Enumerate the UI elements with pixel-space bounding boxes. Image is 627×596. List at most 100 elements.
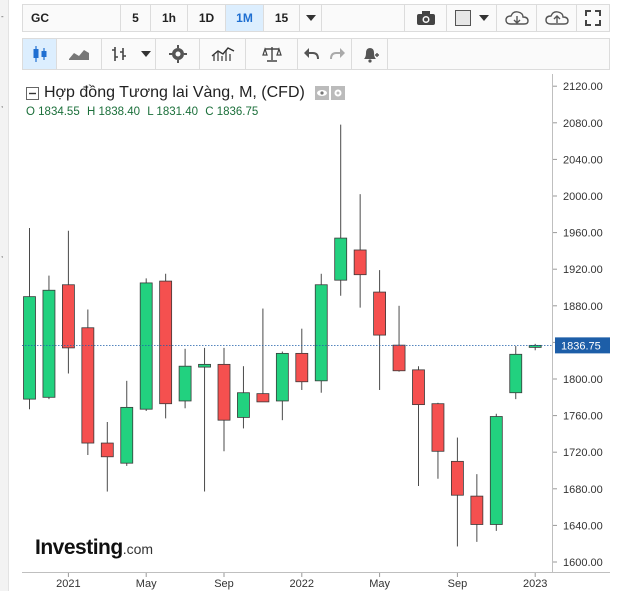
strip-mark: - — [1, 12, 4, 21]
low-label: L — [147, 106, 154, 118]
candle[interactable] — [256, 308, 270, 403]
candle-body — [42, 289, 56, 398]
redo-icon — [329, 48, 345, 60]
candle[interactable] — [392, 305, 406, 372]
fullscreen-button[interactable] — [577, 5, 609, 31]
candle[interactable] — [42, 275, 56, 400]
color-picker-button[interactable] — [447, 5, 497, 31]
screenshot-button[interactable] — [405, 5, 447, 31]
y-tick-label: 1720.00 — [563, 447, 603, 459]
interval-1d[interactable]: 1D — [188, 5, 226, 31]
candle-body — [159, 280, 173, 405]
candle[interactable] — [295, 328, 309, 390]
candles-group — [23, 124, 542, 547]
undo-button[interactable] — [298, 39, 324, 69]
x-tick-label: Sep — [214, 578, 234, 590]
candles-button[interactable] — [23, 39, 57, 69]
candle[interactable] — [62, 230, 75, 374]
area-chart-button[interactable] — [57, 39, 102, 69]
candle[interactable] — [450, 437, 464, 547]
candle[interactable] — [217, 347, 231, 452]
candle[interactable] — [314, 273, 328, 393]
candle-body — [392, 344, 406, 372]
chart-type-dropdown[interactable] — [136, 39, 156, 69]
candle[interactable] — [431, 402, 445, 479]
candle[interactable] — [489, 413, 503, 531]
alert-button[interactable] — [352, 39, 388, 69]
low-value: 1831.40 — [156, 106, 198, 118]
candle[interactable] — [178, 348, 192, 409]
close-label: C — [205, 106, 214, 118]
ohlc-row: O 1834.55 H 1838.40 L 1831.40 C 1836.75 — [26, 106, 258, 118]
candlestick-chart[interactable]: 1600.00 1640.00 1680.00 1720.00 1760.00 1800.… — [22, 74, 610, 591]
chart-area[interactable]: 1600.00 1640.00 1680.00 1720.00 1760.00 1800.… — [22, 74, 610, 591]
intervals-dropdown[interactable] — [300, 5, 322, 31]
y-tick-label: 1600.00 — [563, 557, 603, 569]
indicators-icon — [211, 47, 234, 61]
y-tick-label: 1960.00 — [563, 228, 603, 240]
candle-body — [81, 327, 95, 444]
candle-body — [100, 442, 114, 458]
close-value: 1836.75 — [216, 106, 259, 118]
chevron-down-icon — [305, 15, 316, 21]
area-chart-icon — [69, 50, 89, 60]
candle-body — [178, 365, 192, 402]
main-toolbar: GC 5 1h 1D 1M 15 — [22, 4, 610, 32]
candle[interactable] — [139, 278, 153, 412]
y-axis: 1600.00 1640.00 1680.00 1720.00 1760.00 1800.… — [552, 81, 603, 569]
y-tick-label: 2120.00 — [563, 81, 603, 93]
candle[interactable] — [412, 366, 425, 487]
candle-body — [237, 392, 250, 418]
candle[interactable] — [373, 270, 387, 390]
ohlc-bars-icon — [112, 47, 126, 61]
indicators-button[interactable] — [200, 39, 246, 69]
candle[interactable] — [120, 380, 134, 466]
candle-body — [217, 363, 231, 421]
cloud-upload-button[interactable] — [537, 5, 577, 31]
color-square-icon — [454, 10, 471, 26]
interval-1h[interactable]: 1h — [151, 5, 188, 31]
legend-title-row: Hợp đồng Tương lai Vàng, M, (CFD) — [26, 84, 345, 102]
y-tick-label: 1880.00 — [563, 301, 603, 313]
candle[interactable] — [275, 351, 289, 421]
candle[interactable] — [334, 124, 348, 296]
candle[interactable] — [353, 194, 367, 308]
candle-body — [470, 495, 484, 525]
high-label: H — [86, 106, 96, 118]
settings-button[interactable] — [156, 39, 200, 69]
cloud-download-button[interactable] — [497, 5, 537, 31]
candle[interactable] — [237, 366, 250, 429]
candle[interactable] — [100, 422, 114, 492]
cloud-upload-icon — [544, 11, 569, 25]
y-tick-label: 2040.00 — [563, 154, 603, 166]
undo-icon — [304, 48, 319, 60]
redo-button[interactable] — [324, 39, 352, 69]
candle-body — [198, 363, 211, 368]
candle[interactable] — [528, 343, 542, 351]
y-tick-label: 2080.00 — [563, 118, 603, 130]
gear-icon[interactable] — [330, 86, 345, 100]
candle[interactable] — [81, 309, 95, 455]
collapse-icon[interactable] — [26, 86, 39, 100]
candle[interactable] — [198, 347, 211, 492]
bars-button[interactable] — [102, 39, 136, 69]
x-axis: 2021 May Sep 2022 May Sep 2023 — [56, 572, 547, 590]
interval-1m[interactable]: 1M — [226, 5, 264, 31]
eye-icon[interactable] — [314, 86, 329, 100]
toolbar-spacer — [322, 5, 405, 31]
x-tick-label: 2022 — [290, 578, 314, 590]
candle-body — [373, 291, 387, 336]
interval-5[interactable]: 5 — [121, 5, 151, 31]
candle-body — [412, 369, 425, 406]
y-tick-label: 1680.00 — [563, 484, 603, 496]
x-tick-label: 2021 — [56, 578, 80, 590]
candle-body — [431, 403, 445, 452]
y-tick-label: 1640.00 — [563, 520, 603, 532]
candle[interactable] — [470, 474, 484, 542]
compare-button[interactable] — [246, 39, 298, 69]
symbol-field[interactable]: GC — [23, 5, 121, 31]
candle[interactable] — [509, 346, 523, 400]
interval-15[interactable]: 15 — [264, 5, 300, 31]
candle[interactable] — [23, 228, 36, 410]
candle[interactable] — [159, 273, 173, 419]
